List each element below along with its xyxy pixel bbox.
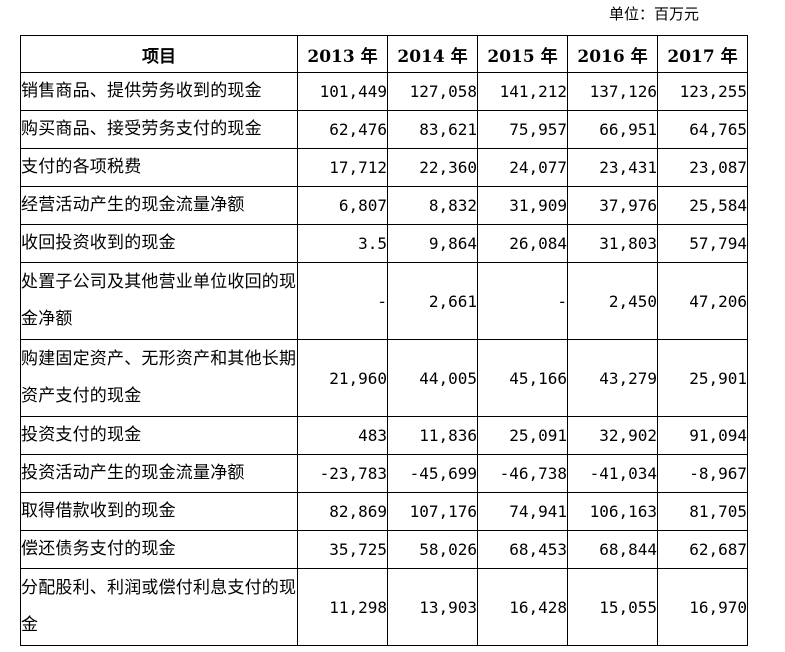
cell-value: 16,428 bbox=[477, 568, 568, 646]
table-row: 处置子公司及其他营业单位收回的现金净额 - 2,661 - 2,450 47,2… bbox=[20, 262, 748, 340]
cell-value: -45,699 bbox=[387, 454, 478, 493]
table-row: 分配股利、利润或偿付利息支付的现金 11,298 13,903 16,428 1… bbox=[20, 568, 748, 646]
cell-value: 123,255 bbox=[657, 72, 748, 111]
row-item-label: 购买商品、接受劳务支付的现金 bbox=[20, 110, 298, 149]
cell-value: - bbox=[477, 262, 568, 340]
row-item-label: 支付的各项税费 bbox=[20, 148, 298, 187]
table-row: 偿还债务支付的现金 35,725 58,026 68,453 68,844 62… bbox=[20, 530, 748, 569]
cell-value: 16,970 bbox=[657, 568, 748, 646]
cell-value: 64,765 bbox=[657, 110, 748, 149]
cell-value: 75,957 bbox=[477, 110, 568, 149]
cell-value: 22,360 bbox=[387, 148, 478, 187]
cell-value: 15,055 bbox=[567, 568, 658, 646]
header-item: 项目 bbox=[20, 35, 298, 73]
cash-flow-table: 项目 2013 年 2014 年 2015 年 2016 年 2017 年 销售… bbox=[20, 35, 748, 646]
cell-value: 25,901 bbox=[657, 339, 748, 417]
cell-value: 57,794 bbox=[657, 224, 748, 263]
cell-value: 3.5 bbox=[297, 224, 388, 263]
cell-value: -46,738 bbox=[477, 454, 568, 493]
row-item-label: 投资活动产生的现金流量净额 bbox=[20, 454, 298, 493]
cell-value: 2,450 bbox=[567, 262, 658, 340]
cell-value: 13,903 bbox=[387, 568, 478, 646]
row-item-label: 处置子公司及其他营业单位收回的现金净额 bbox=[20, 262, 298, 340]
row-item-label: 偿还债务支付的现金 bbox=[20, 530, 298, 569]
row-item-label: 销售商品、提供劳务收到的现金 bbox=[20, 72, 298, 111]
table-row: 投资支付的现金 483 11,836 25,091 32,902 91,094 bbox=[20, 416, 748, 455]
table-row: 投资活动产生的现金流量净额 -23,783 -45,699 -46,738 -4… bbox=[20, 454, 748, 493]
cell-value: 68,844 bbox=[567, 530, 658, 569]
unit-label: 单位：百万元 bbox=[609, 5, 700, 23]
table-row: 收回投资收到的现金 3.5 9,864 26,084 31,803 57,794 bbox=[20, 224, 748, 263]
table-row: 经营活动产生的现金流量净额 6,807 8,832 31,909 37,976 … bbox=[20, 186, 748, 225]
cell-value: 66,951 bbox=[567, 110, 658, 149]
cell-value: 101,449 bbox=[297, 72, 388, 111]
row-item-label: 经营活动产生的现金流量净额 bbox=[20, 186, 298, 225]
cell-value: 47,206 bbox=[657, 262, 748, 340]
cell-value: -23,783 bbox=[297, 454, 388, 493]
cell-value: 45,166 bbox=[477, 339, 568, 417]
cell-value: 23,087 bbox=[657, 148, 748, 187]
row-item-label: 投资支付的现金 bbox=[20, 416, 298, 455]
cell-value: 44,005 bbox=[387, 339, 478, 417]
cell-value: 31,803 bbox=[567, 224, 658, 263]
cell-value: 74,941 bbox=[477, 492, 568, 531]
cell-value: 8,832 bbox=[387, 186, 478, 225]
table-row: 购建固定资产、无形资产和其他长期资产支付的现金 21,960 44,005 45… bbox=[20, 339, 748, 417]
cell-value: 83,621 bbox=[387, 110, 478, 149]
row-item-label: 购建固定资产、无形资产和其他长期资产支付的现金 bbox=[20, 339, 298, 417]
cell-value: 21,960 bbox=[297, 339, 388, 417]
cell-value: 2,661 bbox=[387, 262, 478, 340]
cell-value: -41,034 bbox=[567, 454, 658, 493]
cell-value: 107,176 bbox=[387, 492, 478, 531]
cell-value: 25,584 bbox=[657, 186, 748, 225]
header-year-2016: 2016 年 bbox=[567, 35, 658, 73]
row-item-label: 收回投资收到的现金 bbox=[20, 224, 298, 263]
cell-value: -8,967 bbox=[657, 454, 748, 493]
cell-value: 62,476 bbox=[297, 110, 388, 149]
table-row: 购买商品、接受劳务支付的现金 62,476 83,621 75,957 66,9… bbox=[20, 110, 748, 149]
cell-value: 81,705 bbox=[657, 492, 748, 531]
cell-value: 62,687 bbox=[657, 530, 748, 569]
cell-value: 37,976 bbox=[567, 186, 658, 225]
cell-value: 32,902 bbox=[567, 416, 658, 455]
cell-value: 35,725 bbox=[297, 530, 388, 569]
row-item-label: 取得借款收到的现金 bbox=[20, 492, 298, 531]
cell-value: 11,298 bbox=[297, 568, 388, 646]
cell-value: 127,058 bbox=[387, 72, 478, 111]
cell-value: 91,094 bbox=[657, 416, 748, 455]
cell-value: 9,864 bbox=[387, 224, 478, 263]
cell-value: 68,453 bbox=[477, 530, 568, 569]
cell-value: 26,084 bbox=[477, 224, 568, 263]
cell-value: 483 bbox=[297, 416, 388, 455]
cell-value: - bbox=[297, 262, 388, 340]
header-year-2014: 2014 年 bbox=[387, 35, 478, 73]
cell-value: 82,869 bbox=[297, 492, 388, 531]
header-year-2015: 2015 年 bbox=[477, 35, 568, 73]
table-row: 取得借款收到的现金 82,869 107,176 74,941 106,163 … bbox=[20, 492, 748, 531]
cell-value: 6,807 bbox=[297, 186, 388, 225]
cell-value: 17,712 bbox=[297, 148, 388, 187]
header-year-2013: 2013 年 bbox=[297, 35, 388, 73]
cell-value: 24,077 bbox=[477, 148, 568, 187]
row-item-label: 分配股利、利润或偿付利息支付的现金 bbox=[20, 568, 298, 646]
cell-value: 58,026 bbox=[387, 530, 478, 569]
cell-value: 43,279 bbox=[567, 339, 658, 417]
table-row: 支付的各项税费 17,712 22,360 24,077 23,431 23,0… bbox=[20, 148, 748, 187]
cell-value: 141,212 bbox=[477, 72, 568, 111]
table-header-row: 项目 2013 年 2014 年 2015 年 2016 年 2017 年 bbox=[20, 35, 748, 73]
cell-value: 23,431 bbox=[567, 148, 658, 187]
cell-value: 137,126 bbox=[567, 72, 658, 111]
cell-value: 106,163 bbox=[567, 492, 658, 531]
cell-value: 11,836 bbox=[387, 416, 478, 455]
cell-value: 31,909 bbox=[477, 186, 568, 225]
table-row: 销售商品、提供劳务收到的现金 101,449 127,058 141,212 1… bbox=[20, 72, 748, 111]
header-year-2017: 2017 年 bbox=[657, 35, 748, 73]
cell-value: 25,091 bbox=[477, 416, 568, 455]
